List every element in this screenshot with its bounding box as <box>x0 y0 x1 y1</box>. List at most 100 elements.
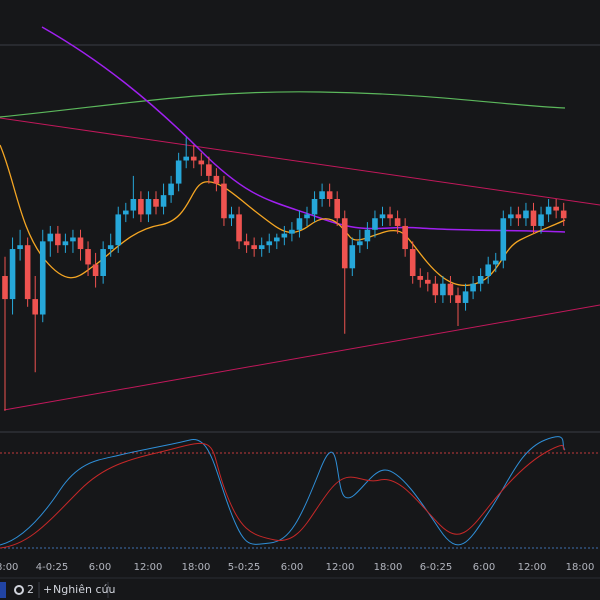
candle-body <box>24 245 31 300</box>
x-tick-label: 18:00 <box>566 562 595 573</box>
candle-body <box>9 249 16 300</box>
candle-body <box>372 218 378 230</box>
stoch-k <box>0 436 566 546</box>
candle-body <box>145 199 152 215</box>
settings-icon[interactable] <box>14 585 24 595</box>
ma-purple <box>41 26 566 233</box>
candle-body <box>47 233 54 242</box>
x-tick-label: 12:00 <box>518 562 547 573</box>
candle-body <box>455 295 461 303</box>
candle-body <box>258 245 265 250</box>
ma-green <box>0 91 566 118</box>
candle-body <box>85 249 91 265</box>
candle-body <box>115 214 122 246</box>
research-button[interactable]: Nghiên cứu <box>53 583 115 596</box>
candle-body <box>296 218 303 230</box>
candle-body <box>70 237 76 242</box>
candle-body <box>530 210 537 226</box>
candle-body <box>447 283 454 296</box>
candle-body <box>77 237 84 250</box>
candle-body <box>168 183 174 196</box>
candle-body <box>538 214 544 226</box>
x-tick-label: 12:00 <box>134 562 163 573</box>
candle-body <box>281 233 288 238</box>
x-tick-label: 6:00 <box>473 562 495 573</box>
candle-body <box>221 183 227 219</box>
candle-body <box>92 264 99 276</box>
candles <box>2 137 567 411</box>
x-tick-label: 18:00 <box>182 562 211 573</box>
candle-body <box>349 245 356 269</box>
x-tick-label: 5-0:25 <box>228 562 260 573</box>
candle-body <box>183 156 189 161</box>
candle-body <box>409 249 416 276</box>
candle-body <box>228 214 235 219</box>
indicator-count[interactable]: 2 <box>27 583 34 596</box>
candle-body <box>485 264 491 276</box>
candle-body <box>545 206 552 215</box>
candle-body <box>175 160 182 184</box>
candle-body <box>251 245 257 250</box>
candle-body <box>341 218 348 269</box>
candle-body <box>198 160 205 165</box>
candle-body <box>477 276 484 284</box>
stoch-d <box>0 442 566 549</box>
x-axis: 18:00 4-0:25 6:00 12:00 18:00 5-0:25 6:00 12:00… <box>0 562 594 573</box>
candle-body <box>440 283 446 296</box>
candle-body <box>138 199 144 215</box>
candle-body <box>394 218 401 226</box>
candle-body <box>130 199 137 211</box>
toolbar-selected[interactable] <box>0 582 6 598</box>
candle-body <box>553 206 559 211</box>
candle-body <box>153 199 159 207</box>
candle-body <box>190 156 197 161</box>
candle-body <box>107 245 114 250</box>
candle-body <box>289 229 295 234</box>
x-tick-label: 18:00 <box>374 562 403 573</box>
trendline-upper <box>0 117 600 206</box>
candle-body <box>206 164 212 176</box>
candle-body <box>500 218 507 261</box>
candle-body <box>508 214 514 219</box>
x-tick-label: 4-0:25 <box>36 562 68 573</box>
candle-body <box>62 241 69 246</box>
candle-body <box>515 214 522 219</box>
candle-body <box>55 233 61 246</box>
candle-body <box>274 237 280 242</box>
candle-body <box>379 214 386 219</box>
candle-body <box>432 283 439 296</box>
x-tick-label: 6-0:25 <box>420 562 452 573</box>
candle-body <box>39 241 46 315</box>
candle-body <box>213 175 220 184</box>
candle-body <box>266 241 273 246</box>
x-tick-label: 6:00 <box>281 562 303 573</box>
candle-body <box>470 283 476 292</box>
x-tick-label: 12:00 <box>326 562 355 573</box>
candle-body <box>243 241 250 246</box>
plus-icon[interactable]: + <box>43 583 52 596</box>
candle-body <box>523 210 529 219</box>
candle-body <box>2 276 8 300</box>
candle-body <box>387 214 393 219</box>
candle-body <box>17 245 23 250</box>
candle-body <box>334 199 340 219</box>
candle-body <box>319 191 325 199</box>
candle-body <box>357 241 363 246</box>
candle-body <box>123 210 129 215</box>
candle-body <box>32 299 38 315</box>
candle-body <box>425 279 431 284</box>
candle-body <box>402 225 408 250</box>
candle-body <box>311 199 318 215</box>
candle-body <box>492 260 499 265</box>
candle-body <box>364 229 371 242</box>
candle-body <box>160 195 167 207</box>
candle-body <box>462 291 469 303</box>
candle-body <box>417 276 424 280</box>
trendline-lower <box>3 304 600 411</box>
x-tick-label: 18:00 <box>0 562 18 573</box>
candle-body <box>326 191 333 199</box>
candle-body <box>560 210 567 219</box>
candle-body <box>304 214 310 219</box>
